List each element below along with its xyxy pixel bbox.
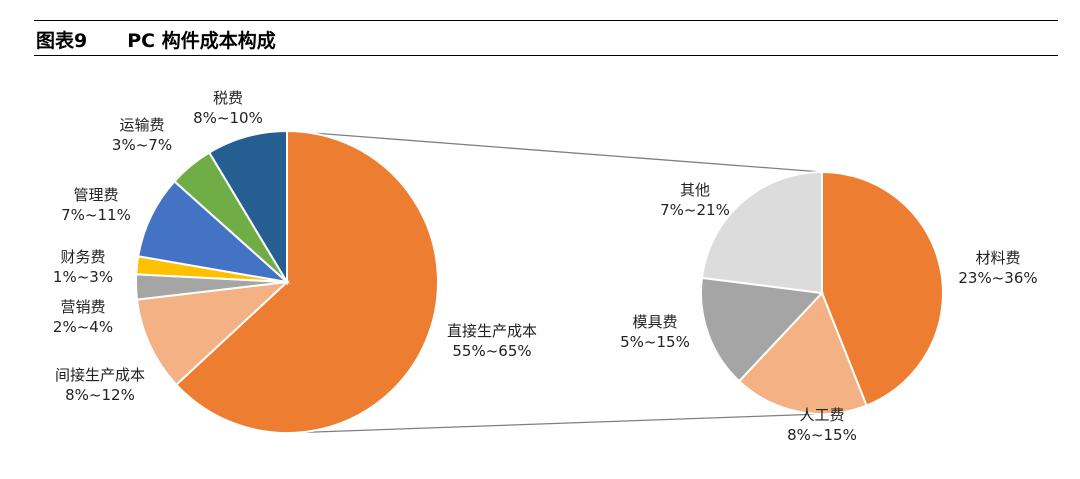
- detail-slice-label: 模具费: [632, 313, 677, 331]
- main-slice-range: 1%~3%: [53, 268, 113, 286]
- main-slice-7: [207, 129, 288, 286]
- connector-line-top: [286, 130, 823, 173]
- main-slice-label: 财务费: [60, 248, 105, 266]
- detail-slice-range: 23%~36%: [958, 269, 1037, 287]
- detail-slice-4: [700, 170, 823, 295]
- figure-caption: PC 构件成本构成: [127, 29, 276, 52]
- main-slice-label: 管理费: [73, 186, 118, 204]
- main-pie: [135, 129, 439, 434]
- detail-slice-range: 5%~15%: [620, 333, 690, 351]
- detail-slice-label: 材料费: [975, 249, 1020, 267]
- main-slice-range: 7%~11%: [61, 206, 131, 224]
- main-slice-5: [137, 179, 291, 284]
- detail-slice-3: [700, 276, 825, 383]
- main-slice-range: 2%~4%: [53, 318, 113, 336]
- main-slice-label: 直接生产成本: [447, 322, 537, 340]
- detail-slice-label: 人工费: [799, 406, 844, 424]
- figure-number: 图表9: [36, 29, 88, 52]
- detail-labels: 材料费 23%~36% 人工费 8%~15% 模具费 5%~15% 其他 7%~21%: [620, 181, 1037, 444]
- main-slice-range: 3%~7%: [112, 136, 172, 154]
- main-labels: 直接生产成本 55%~65% 间接生产成本 8%~12% 营销费 2%~4% 财务费 1%~3…: [53, 89, 537, 404]
- main-slice-1: [174, 129, 439, 434]
- detail-slice-label: 其他: [680, 181, 710, 199]
- detail-slice-2: [737, 291, 868, 415]
- detail-slice-1: [821, 170, 944, 407]
- detail-pie: [700, 170, 944, 415]
- top-rule: [34, 20, 1058, 21]
- connector-line-bottom: [286, 413, 823, 434]
- figure-title: 图表9 PC 构件成本构成: [36, 25, 276, 53]
- main-slice-label: 运输费: [119, 116, 164, 134]
- bottom-rule: [34, 55, 1058, 56]
- main-slice-range: 55%~65%: [452, 342, 531, 360]
- main-slice-range: 8%~12%: [65, 386, 135, 404]
- main-slice-label: 间接生产成本: [55, 366, 145, 384]
- main-slice-label: 营销费: [60, 298, 105, 316]
- main-slice-range: 8%~10%: [193, 109, 263, 127]
- main-slice-2: [135, 280, 290, 387]
- main-slice-label: 税费: [213, 89, 243, 107]
- detail-slice-range: 8%~15%: [787, 426, 857, 444]
- detail-slice-range: 7%~21%: [660, 201, 730, 219]
